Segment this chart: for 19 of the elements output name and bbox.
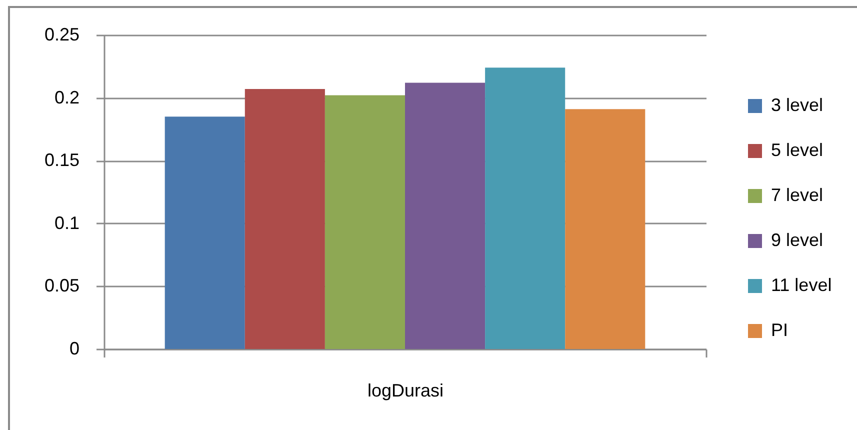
legend-label: 5 level [771, 140, 824, 160]
legend-label: PI [771, 320, 788, 340]
bar [565, 109, 646, 349]
y-tick-label: 0.15 [44, 150, 80, 170]
legend-label: 3 level [771, 95, 824, 115]
legend-label: 7 level [771, 185, 824, 205]
legend-label: 9 level [771, 230, 824, 250]
bar [244, 89, 325, 349]
y-tick-label: 0.2 [54, 87, 80, 108]
y-tick-label: 0 [69, 338, 80, 358]
y-tick-label: 0.1 [54, 212, 80, 233]
bar [405, 82, 486, 349]
y-tick-label: 0.05 [44, 276, 80, 296]
bar [164, 116, 245, 349]
legend-label: 11 level [771, 275, 832, 295]
y-tick-label: 0.25 [44, 24, 80, 44]
x-tick-label: logDurasi [367, 380, 444, 400]
bar [485, 68, 566, 349]
bar [324, 95, 405, 349]
